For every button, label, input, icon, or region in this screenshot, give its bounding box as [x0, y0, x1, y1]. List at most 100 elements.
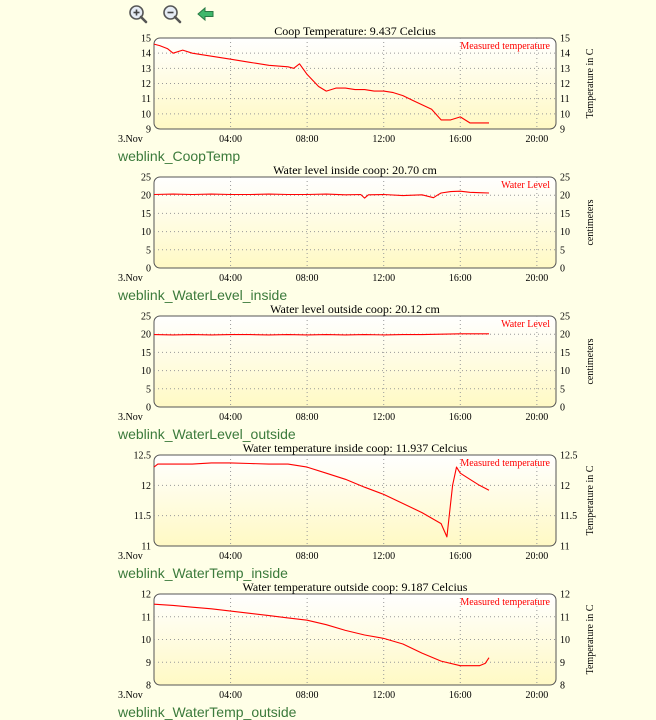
y-tick-label: 0	[146, 264, 151, 275]
chart-title: Water level outside coop: 20.12 cm	[270, 302, 440, 316]
y-tick-label-right: 11.5	[560, 511, 577, 522]
x-tick-label: 04:00	[219, 273, 242, 284]
x-tick-label: 12:00	[372, 273, 395, 284]
back-arrow-icon[interactable]	[196, 4, 216, 24]
y-tick-label: 20	[141, 330, 151, 341]
x-tick-label: 04:00	[219, 690, 242, 701]
x-tick-label: 04:00	[219, 551, 242, 562]
legend-entry: Measured temperature	[460, 597, 550, 608]
x-tick-label: 20:00	[525, 690, 548, 701]
x-tick-label: 20:00	[525, 412, 548, 423]
x-tick-label: 3.Nov	[118, 412, 143, 423]
chart-title: Coop Temperature: 9.437 Celcius	[274, 24, 436, 38]
x-tick-label: 08:00	[296, 690, 319, 701]
x-tick-label: 12:00	[372, 690, 395, 701]
legend-entry: Water Level	[501, 319, 550, 330]
x-tick-label: 04:00	[219, 134, 242, 145]
y-tick-label-right: 11	[560, 542, 570, 553]
y-tick-label-right: 25	[560, 312, 570, 323]
y-tick-label: 8	[146, 681, 151, 692]
x-tick-label: 08:00	[296, 412, 319, 423]
legend-entry: Measured temperature	[460, 41, 550, 52]
x-tick-label: 16:00	[449, 690, 472, 701]
y-tick-label: 12	[141, 481, 151, 492]
y-tick-label: 11	[141, 612, 151, 623]
y-tick-label-right: 9	[560, 125, 565, 136]
y-axis-label: centimeters	[585, 338, 596, 384]
y-tick-label-right: 20	[560, 191, 570, 202]
y-tick-label-right: 10	[560, 109, 570, 120]
plot-area	[153, 454, 557, 547]
chart-weblink[interactable]: weblink_WaterLevel_outside	[118, 426, 296, 442]
x-tick-label: 12:00	[372, 551, 395, 562]
x-tick-label: 04:00	[219, 412, 242, 423]
chart-svg: Coop Temperature: 9.437 Celcius 9 9 10 10 11 1…	[118, 24, 596, 145]
y-tick-label-right: 11	[560, 612, 570, 623]
x-tick-label: 20:00	[525, 551, 548, 562]
y-tick-label: 11	[141, 94, 151, 105]
y-tick-label: 11	[141, 542, 151, 553]
chart-title: Water temperature outside coop: 9.187 Ce…	[243, 580, 468, 594]
y-axis-label: Temperature in C	[585, 604, 596, 674]
y-axis-label: Temperature in C	[585, 48, 596, 118]
x-tick-label: 08:00	[296, 551, 319, 562]
x-tick-label: 20:00	[525, 273, 548, 284]
y-tick-label: 15	[141, 34, 151, 45]
y-tick-label: 15	[141, 348, 151, 359]
y-tick-label: 9	[146, 658, 151, 669]
x-tick-label: 16:00	[449, 412, 472, 423]
chart-weblink[interactable]: weblink_WaterTemp_outside	[118, 704, 297, 720]
y-tick-label: 10	[141, 635, 151, 646]
y-tick-label: 5	[146, 245, 151, 256]
chart-weblink[interactable]: weblink_WaterTemp_inside	[118, 565, 288, 581]
y-tick-label-right: 0	[560, 403, 565, 414]
y-tick-label-right: 9	[560, 658, 565, 669]
legend-entry: Measured temperature	[460, 458, 550, 469]
y-tick-label: 20	[141, 191, 151, 202]
chart-title: Water temperature inside coop: 11.937 Ce…	[243, 441, 468, 455]
y-tick-label: 12	[141, 79, 151, 90]
y-tick-label-right: 13	[560, 64, 570, 75]
y-tick-label-right: 25	[560, 173, 570, 184]
x-tick-label: 16:00	[449, 134, 472, 145]
y-tick-label: 5	[146, 384, 151, 395]
series-line	[153, 43, 489, 124]
y-tick-label: 10	[141, 366, 151, 377]
x-tick-label: 3.Nov	[118, 690, 143, 701]
zoom-out-icon[interactable]	[162, 4, 182, 24]
plot-area	[153, 176, 557, 269]
y-tick-label-right: 0	[560, 264, 565, 275]
chart-weblink[interactable]: weblink_CoopTemp	[118, 148, 241, 164]
y-tick-label-right: 12	[560, 481, 570, 492]
y-tick-label: 9	[146, 125, 151, 136]
chart-weblink[interactable]: weblink_WaterLevel_inside	[118, 287, 288, 303]
series-line	[153, 603, 490, 667]
y-tick-label-right: 14	[560, 49, 570, 60]
chart-svg: Water level outside coop: 20.12 cm 0 0 5 5 10…	[118, 302, 596, 423]
y-tick-label-right: 10	[560, 635, 570, 646]
y-tick-label-right: 10	[560, 366, 570, 377]
y-tick-label-right: 20	[560, 330, 570, 341]
y-tick-label-right: 12	[560, 590, 570, 601]
y-tick-label-right: 15	[560, 209, 570, 220]
y-tick-label: 12	[141, 590, 151, 601]
series-line	[153, 190, 490, 199]
y-tick-label-right: 5	[560, 245, 565, 256]
y-tick-label: 11.5	[134, 511, 151, 522]
y-tick-label: 15	[141, 209, 151, 220]
x-tick-label: 16:00	[449, 273, 472, 284]
plot-area	[153, 315, 557, 408]
y-tick-label: 14	[141, 49, 151, 60]
x-tick-label: 3.Nov	[118, 273, 143, 284]
y-tick-label-right: 10	[560, 227, 570, 238]
x-tick-label: 12:00	[372, 134, 395, 145]
zoom-in-icon[interactable]	[128, 4, 148, 24]
y-tick-label-right: 8	[560, 681, 565, 692]
x-tick-label: 08:00	[296, 134, 319, 145]
y-tick-label: 10	[141, 227, 151, 238]
chart-svg: Water temperature outside coop: 9.187 Ce…	[118, 580, 596, 701]
x-tick-label: 08:00	[296, 273, 319, 284]
y-tick-label-right: 5	[560, 384, 565, 395]
y-tick-label-right: 15	[560, 34, 570, 45]
series-line	[153, 333, 489, 336]
